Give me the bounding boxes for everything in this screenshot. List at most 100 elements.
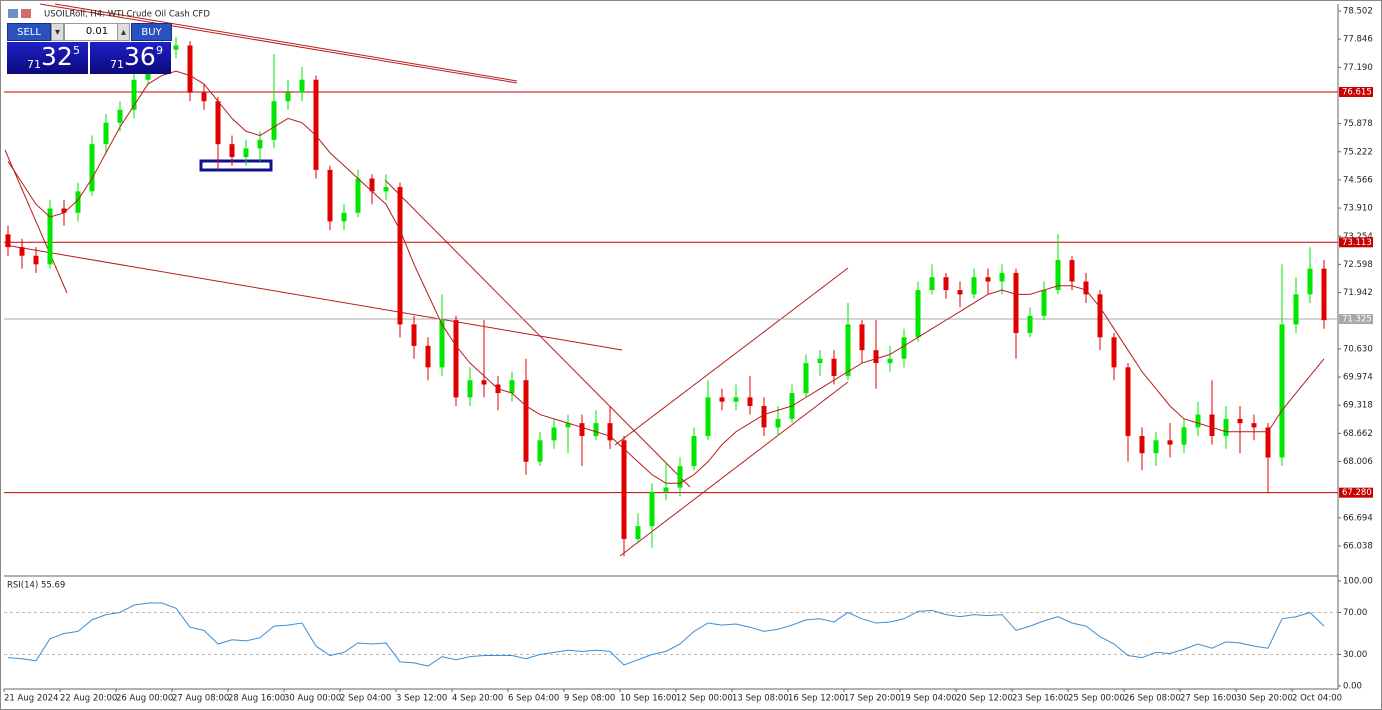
candle-body [1279,324,1285,458]
candle-body [1125,367,1131,437]
x-tick-label: 27 Aug 08:00 [172,694,229,704]
candle-body [635,526,641,540]
candle-body [733,397,739,402]
candle-body [1307,268,1313,295]
candle-body [887,358,893,364]
y-tick-label: 66.694 [1343,513,1373,523]
price-big: 36 [124,42,156,71]
candle-body [705,397,711,437]
y-tick-label: 68.006 [1343,457,1373,467]
y-tick-label: 73.910 [1343,204,1373,214]
trend-line [614,267,849,446]
candle-body [397,187,403,325]
y-tick-label: 70.630 [1343,344,1373,354]
candle-body [355,178,361,213]
x-tick-label: 26 Aug 00:00 [116,694,173,704]
level-label: 73.113 [1342,238,1372,248]
candle-body [971,277,977,295]
x-tick-label: 13 Sep 08:00 [732,694,789,704]
candle-body [1069,260,1075,282]
y-tick-label: 72.598 [1343,260,1373,270]
level-tag [1339,487,1373,498]
y-tick-label: 66.038 [1343,541,1373,551]
icon [21,9,31,18]
candle-body [719,397,725,402]
level-tag [1339,237,1373,248]
candle-body [341,212,347,222]
x-tick-label: 2 Sep 04:00 [340,694,391,704]
candle-body [649,491,655,527]
rsi-label: RSI(14) 55.69 [7,581,65,591]
level-label: 76.615 [1342,87,1372,97]
candle-body [1083,281,1089,295]
candle-body [103,122,109,145]
candle-body [425,345,431,368]
y-tick-label: 68.662 [1343,429,1373,439]
lot-up[interactable]: ▴ [117,23,130,41]
candle-body [1251,423,1257,428]
y-tick-label: 70.00 [1343,608,1367,618]
candle-body [481,380,487,385]
candle-body [607,423,613,441]
y-tick-label: 77.190 [1343,63,1373,73]
zone-box [199,159,273,172]
candle-body [369,178,375,192]
candle-body [33,255,39,265]
candle-body [1153,440,1159,454]
candle-body [187,45,193,93]
lot-down[interactable]: ▾ [51,23,64,41]
price-prefix: 71 [110,58,124,71]
trend-line [619,381,849,557]
candle-body [509,380,515,394]
candle-body [761,405,767,428]
candle-body [901,337,907,359]
candle-body [915,290,921,338]
candle-body [957,290,963,295]
y-tick-label: 69.974 [1343,373,1373,383]
candle-body [1055,260,1061,291]
candle-body [327,169,333,222]
buy-button[interactable]: BUY [131,23,172,41]
x-tick-label: 4 Sep 20:00 [452,694,503,704]
sell-price[interactable]: 71 32 5 [7,42,88,74]
candle-body [1237,418,1243,424]
candle-body [299,79,305,93]
candle-body [1209,414,1215,437]
buy-price[interactable]: 71 36 9 [90,42,171,74]
sell-button[interactable]: SELL [7,23,51,41]
x-tick-label: 17 Sep 20:00 [844,694,901,704]
rsi-line [7,602,1325,667]
candle-body [747,397,753,406]
price-big: 32 [41,42,73,71]
candle-body [1181,427,1187,445]
candle-body [215,101,221,145]
x-tick-label: 30 Sep 20:00 [1236,694,1293,704]
level-tag [1339,314,1373,325]
x-tick-label: 26 Sep 08:00 [1124,694,1181,704]
candle-body [61,208,67,213]
x-tick-label: 6 Sep 04:00 [508,694,559,704]
y-tick-label: 71.942 [1343,288,1373,298]
x-tick-label: 22 Aug 20:00 [60,694,117,704]
x-tick-label: 27 Sep 16:00 [1180,694,1237,704]
candle-body [845,324,851,376]
candle-body [551,427,557,441]
candle-body [1097,294,1103,338]
candle-body [677,466,683,488]
x-tick-label: 30 Aug 00:00 [284,694,341,704]
y-tick-label: 77.846 [1343,35,1373,45]
candle-body [75,191,81,213]
candle-body [1041,290,1047,316]
y-tick-label: 75.222 [1343,147,1373,157]
y-tick-label: 75.878 [1343,119,1373,129]
candle-body [1265,427,1271,458]
icon [8,9,18,18]
trend-line [384,179,691,488]
x-tick-label: 2 Oct 04:00 [1292,694,1342,704]
candle-body [565,423,571,428]
candle-body [47,208,53,265]
y-tick-label: 78.502 [1343,6,1373,16]
